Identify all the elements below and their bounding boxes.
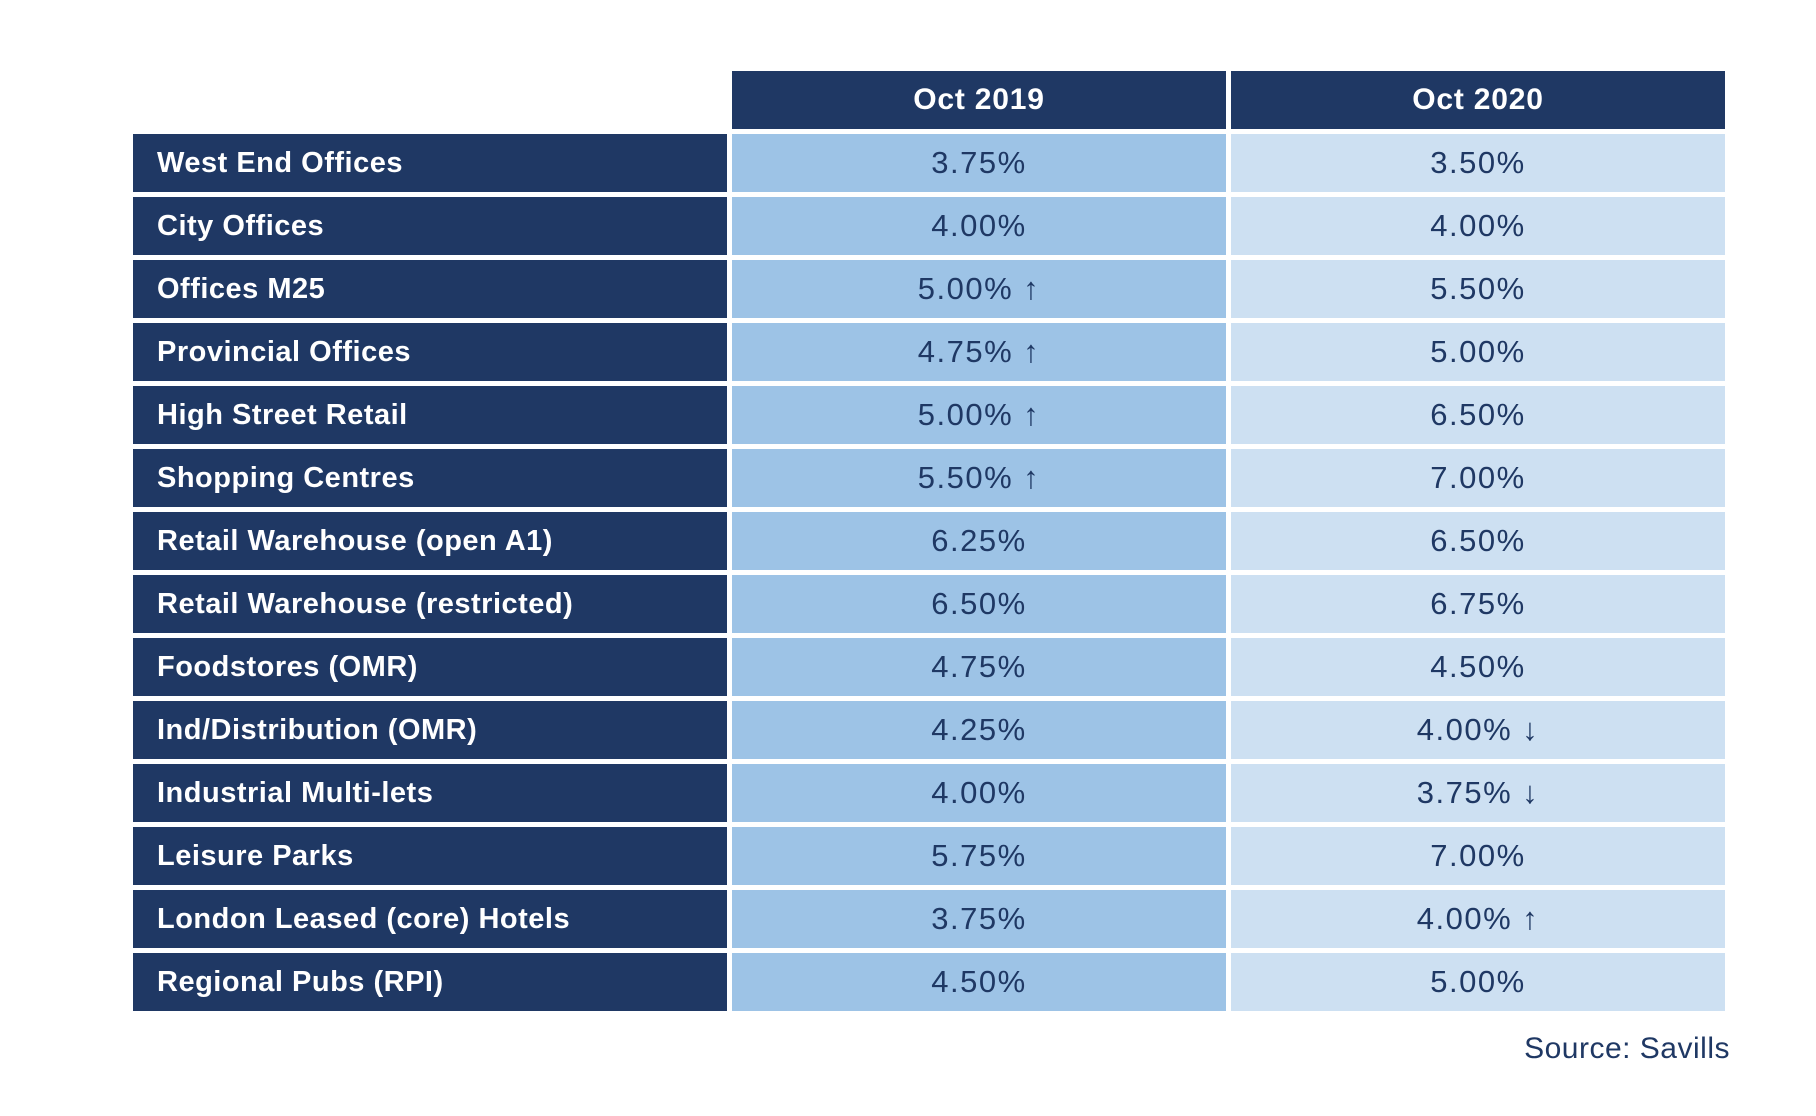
oct-2020-value: 5.00% <box>1231 323 1725 381</box>
row-label: Provincial Offices <box>133 323 727 381</box>
oct-2019-value: 6.50% <box>732 575 1226 633</box>
oct-2019-value: 3.75% <box>732 134 1226 192</box>
table-row: Regional Pubs (RPI) 4.50% 5.00% <box>133 953 1725 1011</box>
row-label: Shopping Centres <box>133 449 727 507</box>
oct-2019-value: 5.50% ↑ <box>732 449 1226 507</box>
table-row: Ind/Distribution (OMR) 4.25% 4.00% ↓ <box>133 701 1725 759</box>
source-caption: Source: Savills <box>1524 1032 1730 1065</box>
oct-2019-value: 4.00% <box>732 197 1226 255</box>
table-row: Industrial Multi-lets 4.00% 3.75% ↓ <box>133 764 1725 822</box>
row-label: Retail Warehouse (open A1) <box>133 512 727 570</box>
table-row: Provincial Offices 4.75% ↑ 5.00% <box>133 323 1725 381</box>
oct-2019-value: 3.75% <box>732 890 1226 948</box>
oct-2020-value: 4.00% ↑ <box>1231 890 1725 948</box>
oct-2020-value: 6.50% <box>1231 512 1725 570</box>
row-label: Leisure Parks <box>133 827 727 885</box>
oct-2020-value: 4.00% ↓ <box>1231 701 1725 759</box>
row-label: Offices M25 <box>133 260 727 318</box>
oct-2020-value: 4.50% <box>1231 638 1725 696</box>
row-label: Industrial Multi-lets <box>133 764 727 822</box>
table-row: Retail Warehouse (restricted) 6.50% 6.75… <box>133 575 1725 633</box>
row-label: City Offices <box>133 197 727 255</box>
oct-2020-value: 6.50% <box>1231 386 1725 444</box>
row-label: London Leased (core) Hotels <box>133 890 727 948</box>
row-label: Foodstores (OMR) <box>133 638 727 696</box>
row-label: West End Offices <box>133 134 727 192</box>
table-row: West End Offices 3.75% 3.50% <box>133 134 1725 192</box>
corner-spacer <box>133 71 727 129</box>
oct-2019-value: 5.00% ↑ <box>732 386 1226 444</box>
row-label: Retail Warehouse (restricted) <box>133 575 727 633</box>
col-header-oct-2020: Oct 2020 <box>1231 71 1725 129</box>
oct-2019-value: 4.25% <box>732 701 1226 759</box>
row-label: Regional Pubs (RPI) <box>133 953 727 1011</box>
header-row: Oct 2019 Oct 2020 <box>133 71 1725 129</box>
oct-2019-value: 6.25% <box>732 512 1226 570</box>
oct-2020-value: 7.00% <box>1231 827 1725 885</box>
oct-2020-value: 5.50% <box>1231 260 1725 318</box>
row-label: Ind/Distribution (OMR) <box>133 701 727 759</box>
oct-2019-value: 4.75% ↑ <box>732 323 1226 381</box>
oct-2020-value: 5.00% <box>1231 953 1725 1011</box>
yield-table: Oct 2019 Oct 2020 West End Offices 3.75%… <box>128 66 1730 1016</box>
oct-2019-value: 4.50% <box>732 953 1226 1011</box>
table-row: City Offices 4.00% 4.00% <box>133 197 1725 255</box>
oct-2020-value: 4.00% <box>1231 197 1725 255</box>
oct-2019-value: 4.00% <box>732 764 1226 822</box>
table-row: Retail Warehouse (open A1) 6.25% 6.50% <box>133 512 1725 570</box>
table-row: Foodstores (OMR) 4.75% 4.50% <box>133 638 1725 696</box>
col-header-oct-2019: Oct 2019 <box>732 71 1226 129</box>
oct-2020-value: 3.50% <box>1231 134 1725 192</box>
oct-2020-value: 6.75% <box>1231 575 1725 633</box>
oct-2019-value: 5.00% ↑ <box>732 260 1226 318</box>
row-label: High Street Retail <box>133 386 727 444</box>
table-row: Shopping Centres 5.50% ↑ 7.00% <box>133 449 1725 507</box>
table-row: London Leased (core) Hotels 3.75% 4.00% … <box>133 890 1725 948</box>
oct-2020-value: 3.75% ↓ <box>1231 764 1725 822</box>
oct-2019-value: 4.75% <box>732 638 1226 696</box>
table-row: Offices M25 5.00% ↑ 5.50% <box>133 260 1725 318</box>
oct-2019-value: 5.75% <box>732 827 1226 885</box>
table-row: Leisure Parks 5.75% 7.00% <box>133 827 1725 885</box>
oct-2020-value: 7.00% <box>1231 449 1725 507</box>
table-row: High Street Retail 5.00% ↑ 6.50% <box>133 386 1725 444</box>
